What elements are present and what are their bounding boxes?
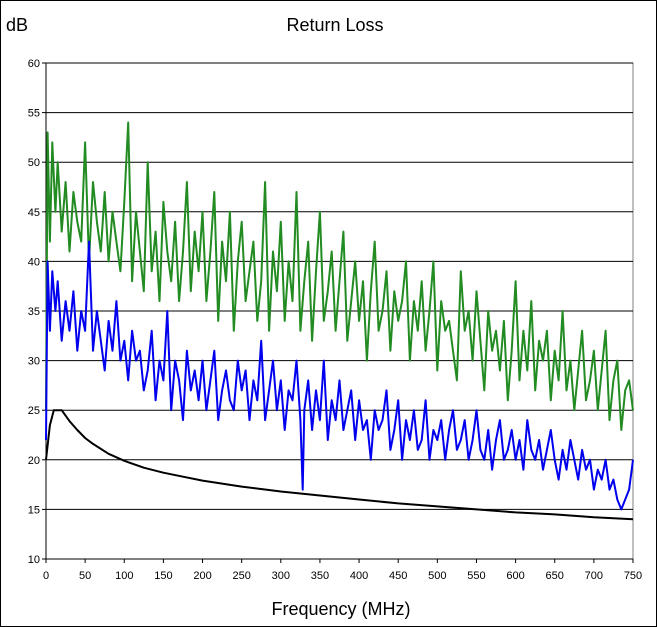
series-line-2 (45, 240, 634, 511)
x-tick-label: 250 (232, 570, 250, 582)
x-tick-label: 700 (585, 570, 603, 582)
y-tick-label: 25 (28, 405, 40, 417)
series-line-3 (45, 409, 634, 521)
x-tick-label: 550 (467, 570, 485, 582)
x-tick-label: 100 (115, 570, 133, 582)
y-tick-label: 40 (28, 256, 40, 268)
y-tick-label: 45 (28, 207, 40, 219)
x-tick-label: 300 (272, 570, 290, 582)
x-tick-label: 600 (506, 570, 524, 582)
y-tick-label: 60 (28, 58, 40, 70)
y-axis-title: dB (6, 15, 28, 35)
x-tick-label: 50 (79, 570, 91, 582)
y-tick-label: 55 (28, 108, 40, 120)
x-tick-label: 450 (389, 570, 407, 582)
chart-title: Return Loss (286, 15, 383, 35)
series-lines (45, 121, 634, 521)
y-tick-label: 20 (28, 455, 40, 467)
x-tick-label: 150 (154, 570, 172, 582)
x-tick-label: 750 (624, 570, 642, 582)
x-tick-label: 0 (43, 570, 49, 582)
x-tick-label: 400 (350, 570, 368, 582)
y-tick-label: 35 (28, 306, 40, 318)
series-line-1 (45, 121, 634, 431)
y-tick-label: 50 (28, 157, 40, 169)
x-tick-label: 200 (193, 570, 211, 582)
y-tick-label: 10 (28, 554, 40, 566)
y-tick-label: 15 (28, 504, 40, 516)
x-axis-title: Frequency (MHz) (271, 599, 410, 619)
x-tick-label: 500 (428, 570, 446, 582)
gridlines (46, 62, 633, 510)
y-tick-label: 30 (28, 356, 40, 368)
x-tick-label: 350 (311, 570, 329, 582)
x-tick-label: 650 (546, 570, 564, 582)
